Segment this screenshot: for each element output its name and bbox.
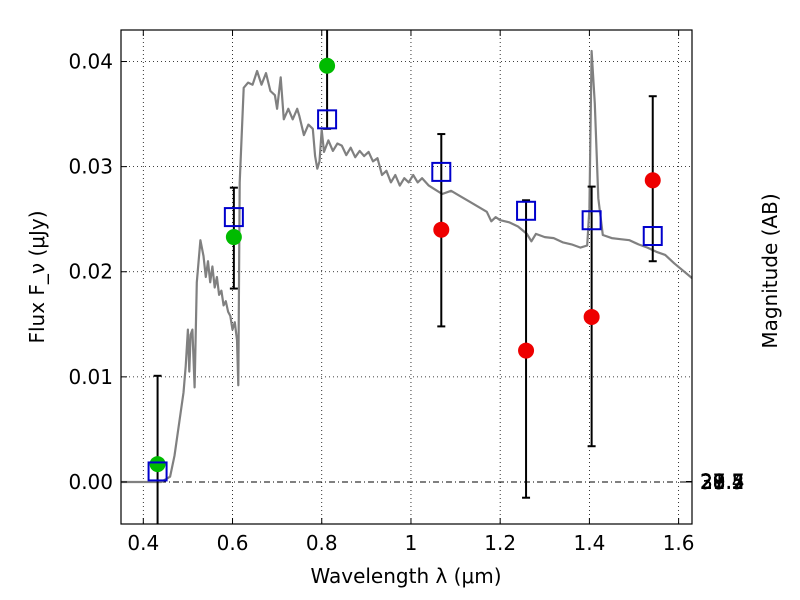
open-square-marker [581, 210, 602, 231]
mag-tick-label: 27.7 [700, 470, 745, 494]
red-point [518, 342, 535, 359]
model-spectrum-line [121, 49, 692, 484]
y-tick-label: 0.00 [68, 470, 113, 494]
x-tick-label: 1.4 [573, 531, 605, 555]
y-tick-label: 0.02 [68, 260, 113, 284]
x-tick-label: 1.2 [484, 531, 516, 555]
mag-tick-label: 30 [700, 470, 725, 494]
mag-tick-label: 27.5 [700, 470, 745, 494]
x-tick-label: 0.8 [306, 531, 338, 555]
mag-tick-label: 28.5 [700, 470, 745, 494]
right-axis-label: Magnitude (AB) [758, 193, 782, 348]
open-square-marker [516, 200, 537, 221]
y-tick-label: 0.03 [68, 155, 113, 179]
mag-tick-label: 31 [700, 470, 725, 494]
y-tick-label: 0.01 [68, 365, 113, 389]
open-square-marker [317, 109, 338, 130]
open-square-marker [431, 161, 452, 182]
plot-frame [120, 29, 693, 525]
x-tick-label: 0.6 [217, 531, 249, 555]
y-axis-label: Flux F_ν (μJy) [25, 210, 49, 343]
red-point [583, 308, 600, 325]
green-point [149, 456, 166, 473]
blue-squares [147, 109, 663, 482]
green-point [225, 229, 242, 246]
x-axis-ticks: 0.4 0.6 0.8 1 1.2 1.4 1.6 [127, 30, 695, 555]
red-point [644, 172, 661, 189]
mag-tick-label: 27.4 [700, 470, 745, 494]
x-tick-label: 0.4 [127, 531, 159, 555]
x-tick-label: 1 [405, 531, 418, 555]
open-square-marker [147, 461, 168, 482]
y-tick-label: 0.04 [68, 50, 113, 74]
red-point [433, 221, 450, 238]
open-square-marker [223, 207, 244, 228]
y-axis-ticks: 0.00 0.01 0.02 0.03 0.04 [68, 50, 127, 494]
mag-tick-label: 28.2 [700, 470, 745, 494]
green-points [149, 57, 336, 473]
x-tick-label: 1.6 [663, 531, 695, 555]
red-points [433, 172, 661, 359]
mag-tick-label: 29.5 [700, 470, 745, 494]
open-square-marker [642, 226, 663, 247]
mag-tick-label: 28 [700, 470, 725, 494]
mag-tick-label: 29 [700, 470, 725, 494]
x-axis-label: Wavelength λ (μm) [310, 564, 501, 588]
green-point [319, 57, 336, 74]
